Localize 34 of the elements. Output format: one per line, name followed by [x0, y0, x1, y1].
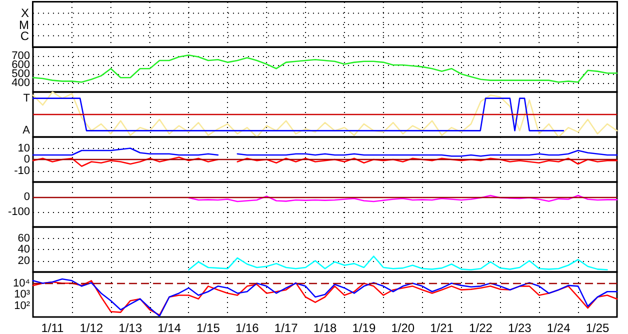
- y-tick-label: -100: [8, 206, 30, 218]
- x-tick-label: 1/15: [196, 321, 220, 334]
- text: C: [19, 28, 29, 43]
- x-tick-label: 1/14: [158, 321, 182, 334]
- x-tick-label: 1/16: [235, 321, 260, 334]
- x-tick-label: 1/22: [469, 321, 493, 334]
- line-series: [32, 54, 618, 83]
- y-tick-label: -10: [14, 164, 30, 177]
- x-tick-label: 1/25: [586, 321, 610, 334]
- line-series: [188, 256, 608, 270]
- x-tick-label: 1/19: [352, 321, 376, 334]
- x-tick-label: 1/13: [118, 321, 142, 334]
- x-tick-label: 1/21: [430, 321, 454, 334]
- y-tick-label: 0: [24, 154, 30, 166]
- y-tick-label: 10²: [14, 300, 30, 312]
- y-tick-label: 40: [18, 244, 30, 256]
- y-tick-label: 20: [18, 254, 30, 267]
- y-tick-label: 60: [18, 232, 30, 244]
- x-tick-label: 1/23: [508, 321, 532, 334]
- y-tick-label: 400: [12, 77, 30, 89]
- text: X: [20, 6, 29, 20]
- y-tick-label: 10: [18, 142, 30, 154]
- text: M: [18, 18, 29, 32]
- y-tick-label: 10⁴: [13, 277, 30, 290]
- x-tick-label: 1/11: [41, 321, 64, 334]
- y-tick-label: 10³: [14, 288, 30, 300]
- x-tick-label: 1/18: [313, 321, 337, 334]
- x-tick-label: 1/12: [80, 321, 104, 334]
- x-tick-label: 1/17: [274, 321, 298, 334]
- text: T: [23, 92, 30, 104]
- text: A: [22, 124, 31, 137]
- x-tick-label: 1/24: [546, 321, 571, 334]
- x-tick-label: 1/20: [391, 321, 415, 334]
- y-tick-label: 0: [24, 191, 30, 203]
